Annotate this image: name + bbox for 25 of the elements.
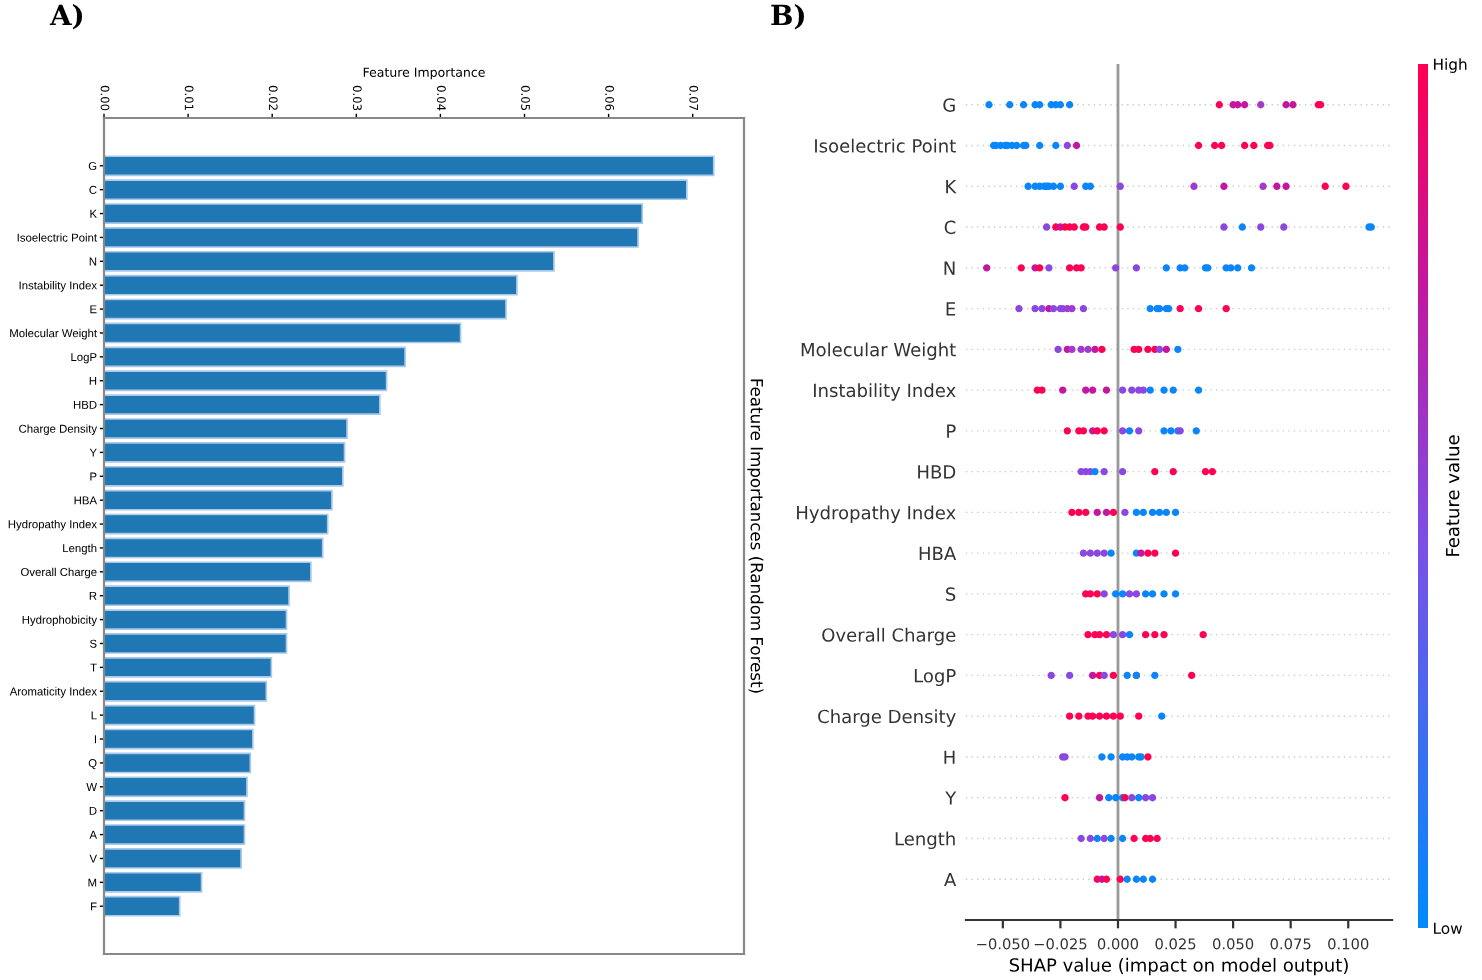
y-tick-label: HBD bbox=[918, 465, 956, 479]
y-tick-label: Length bbox=[895, 831, 955, 850]
y-tick-label: E bbox=[946, 302, 956, 316]
text: B) bbox=[771, 4, 804, 30]
y-tick-label: A bbox=[944, 872, 957, 887]
y-axis-title: Feature Importances (Random Forest) bbox=[747, 379, 764, 693]
y-tick-label: G bbox=[943, 98, 955, 112]
y-tick-label: Charge Density bbox=[818, 709, 956, 727]
x-axis-title: SHAP value (impact on model output) bbox=[1009, 957, 1348, 976]
y-tick-label: Hydropathy Index bbox=[797, 505, 956, 523]
y-tick-label: P bbox=[947, 424, 956, 438]
y-tick-label: LogP bbox=[914, 669, 956, 687]
y-tick-label: Isoelectric Point bbox=[815, 138, 956, 153]
y-tick-label: Instability Index bbox=[814, 383, 956, 401]
y-tick-label: K bbox=[946, 179, 957, 194]
y-tick-label: HBA bbox=[919, 546, 957, 560]
text: A) bbox=[49, 4, 83, 30]
y-tick-label: N bbox=[944, 261, 955, 275]
y-tick-label: C bbox=[944, 220, 956, 235]
y-tick-label: Overall Charge bbox=[822, 627, 956, 646]
y-tick-label: H bbox=[944, 750, 955, 764]
y-tick-label: Y bbox=[945, 791, 957, 805]
y-tick-label: S bbox=[946, 587, 956, 602]
y-tick-label: Molecular Weight bbox=[801, 342, 956, 360]
color-bar-title: Feature value bbox=[1445, 435, 1460, 556]
